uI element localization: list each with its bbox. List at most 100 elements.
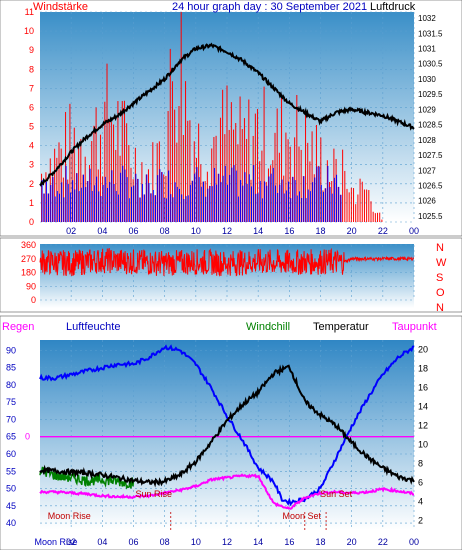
wind-speed-axis-label: Windstärke bbox=[33, 1, 88, 13]
event-label: Moon Rise bbox=[48, 511, 91, 521]
wind-tick-label: 7 bbox=[29, 83, 34, 93]
hour-tick-label: 00 bbox=[409, 226, 419, 236]
pressure-tick-label: 1030.5 bbox=[418, 60, 443, 69]
wind-tick-label: 1 bbox=[29, 198, 34, 208]
temperature-tick-label: 6 bbox=[418, 478, 423, 488]
event-label: Sun Rise bbox=[135, 489, 172, 499]
pressure-tick-label: 1026 bbox=[418, 197, 436, 206]
compass-label: O bbox=[436, 287, 445, 299]
hour-tick-label: 06 bbox=[128, 537, 138, 547]
pressure-tick-label: 1027 bbox=[418, 166, 436, 175]
hour-tick-label: 12 bbox=[222, 537, 232, 547]
sun-moon-annotations: Moon Rise Sun Rise Moon Set Sun Set bbox=[48, 489, 353, 530]
wind-tick-label: 5 bbox=[29, 122, 34, 132]
temperature-tick-label: 16 bbox=[418, 383, 428, 393]
compass-label: N bbox=[436, 302, 444, 314]
wind-tick-label: 10 bbox=[24, 26, 34, 36]
pressure-tick-label: 1025.5 bbox=[418, 212, 443, 221]
humidity-tick-label: 80 bbox=[6, 380, 16, 390]
humidity-tick-label: 90 bbox=[6, 345, 16, 355]
pressure-tick-label: 1027.5 bbox=[418, 151, 443, 160]
humidity-tick-label: 70 bbox=[6, 414, 16, 424]
humidity-tick-label: 50 bbox=[6, 484, 16, 494]
legend-windchill: Windchill bbox=[246, 321, 290, 333]
hour-tick-label: 18 bbox=[315, 537, 325, 547]
direction-tick-label: 180 bbox=[21, 268, 36, 278]
wind-speed-bars bbox=[41, 12, 383, 222]
direction-tick-label: 360 bbox=[21, 240, 36, 250]
ticks-wind-pressure: 012345678910111025.510261026.510271027.5… bbox=[24, 7, 443, 236]
grid-wind-direction bbox=[40, 244, 415, 301]
direction-tick-label: 0 bbox=[31, 295, 36, 305]
pressure-tick-label: 1028 bbox=[418, 136, 436, 145]
temperature-line bbox=[39, 364, 415, 488]
hour-tick-label: 14 bbox=[253, 226, 263, 236]
humidity-tick-label: 40 bbox=[6, 518, 16, 528]
rain-axis-label: Regen bbox=[2, 321, 34, 333]
temperature-tick-label: 20 bbox=[418, 345, 428, 355]
temperature-tick-label: 8 bbox=[418, 459, 423, 469]
pressure-tick-label: 1031 bbox=[418, 45, 436, 54]
pressure-tick-label: 1031.5 bbox=[418, 29, 443, 38]
hour-tick-label: 10 bbox=[191, 537, 201, 547]
hour-tick-label: 20 bbox=[347, 226, 357, 236]
hour-tick-label: 08 bbox=[160, 537, 170, 547]
wind-tick-label: 9 bbox=[29, 45, 34, 55]
hour-tick-label: 04 bbox=[97, 226, 107, 236]
chart-title: 24 hour graph day : 30 September 2021 bbox=[172, 1, 367, 13]
pressure-line bbox=[39, 42, 415, 187]
hour-tick-label: 08 bbox=[160, 226, 170, 236]
hour-tick-label: 16 bbox=[284, 537, 294, 547]
wind-tick-label: 3 bbox=[29, 160, 34, 170]
hour-tick-label: 20 bbox=[347, 537, 357, 547]
ticks-humidity-temp: 40 45 50 55 60 65 70 75 80 85 90 2 4 6 8 10 12 14 16 18 20 Mo… bbox=[6, 345, 428, 548]
pressure-tick-label: 1029.5 bbox=[418, 90, 443, 99]
hour-tick-label: 10 bbox=[191, 226, 201, 236]
humidity-tick-label: 75 bbox=[6, 397, 16, 407]
temperature-tick-label: 12 bbox=[418, 421, 428, 431]
wind-tick-label: 2 bbox=[29, 179, 34, 189]
wind-tick-label: 11 bbox=[25, 7, 34, 17]
pressure-tick-label: 1026.5 bbox=[418, 181, 443, 190]
legend-humidity: Luftfeuchte bbox=[66, 321, 120, 333]
legend-temperature: Temperatur bbox=[313, 321, 369, 333]
pressure-axis-label: Luftdruck bbox=[370, 1, 416, 13]
hour-tick-label: 22 bbox=[378, 537, 388, 547]
hour-tick-label: 02 bbox=[66, 226, 76, 236]
temperature-tick-label: 10 bbox=[418, 440, 428, 450]
compass-label: S bbox=[436, 272, 443, 284]
humidity-tick-label: 45 bbox=[6, 501, 16, 511]
direction-tick-label: 90 bbox=[26, 281, 36, 291]
temperature-tick-label: 2 bbox=[418, 516, 423, 526]
humidity-line bbox=[39, 344, 415, 507]
humidity-tick-label: 60 bbox=[6, 449, 16, 459]
rain-zero-label: 0 bbox=[25, 432, 30, 442]
hour-tick-label: 12 bbox=[222, 226, 232, 236]
humidity-tick-label: 85 bbox=[6, 363, 16, 373]
event-label: Moon Set bbox=[283, 511, 322, 521]
hour-tick-label: 18 bbox=[315, 226, 325, 236]
hour-tick-label: 22 bbox=[378, 226, 388, 236]
hour-tick-label: 02 bbox=[66, 537, 76, 547]
hour-tick-label: 14 bbox=[253, 537, 263, 547]
hour-tick-label: 06 bbox=[128, 226, 138, 236]
wind-direction-line bbox=[39, 247, 414, 277]
humidity-tick-label: 65 bbox=[6, 432, 16, 442]
wind-tick-label: 6 bbox=[29, 102, 34, 112]
compass-label: N bbox=[436, 242, 444, 254]
temperature-tick-label: 14 bbox=[418, 402, 428, 412]
pressure-tick-label: 1032 bbox=[418, 14, 436, 23]
compass-label: W bbox=[436, 257, 447, 269]
temperature-tick-label: 4 bbox=[418, 497, 423, 507]
pressure-tick-label: 1030 bbox=[418, 75, 436, 84]
wind-tick-label: 4 bbox=[29, 141, 34, 151]
hour-tick-label: 16 bbox=[284, 226, 294, 236]
direction-tick-label: 270 bbox=[21, 254, 36, 264]
event-label: Sun Set bbox=[320, 489, 353, 499]
humidity-tick-label: 55 bbox=[6, 466, 16, 476]
hour-tick-label: 00 bbox=[409, 537, 419, 547]
pressure-tick-label: 1028.5 bbox=[418, 121, 443, 130]
temperature-tick-label: 18 bbox=[418, 364, 428, 374]
